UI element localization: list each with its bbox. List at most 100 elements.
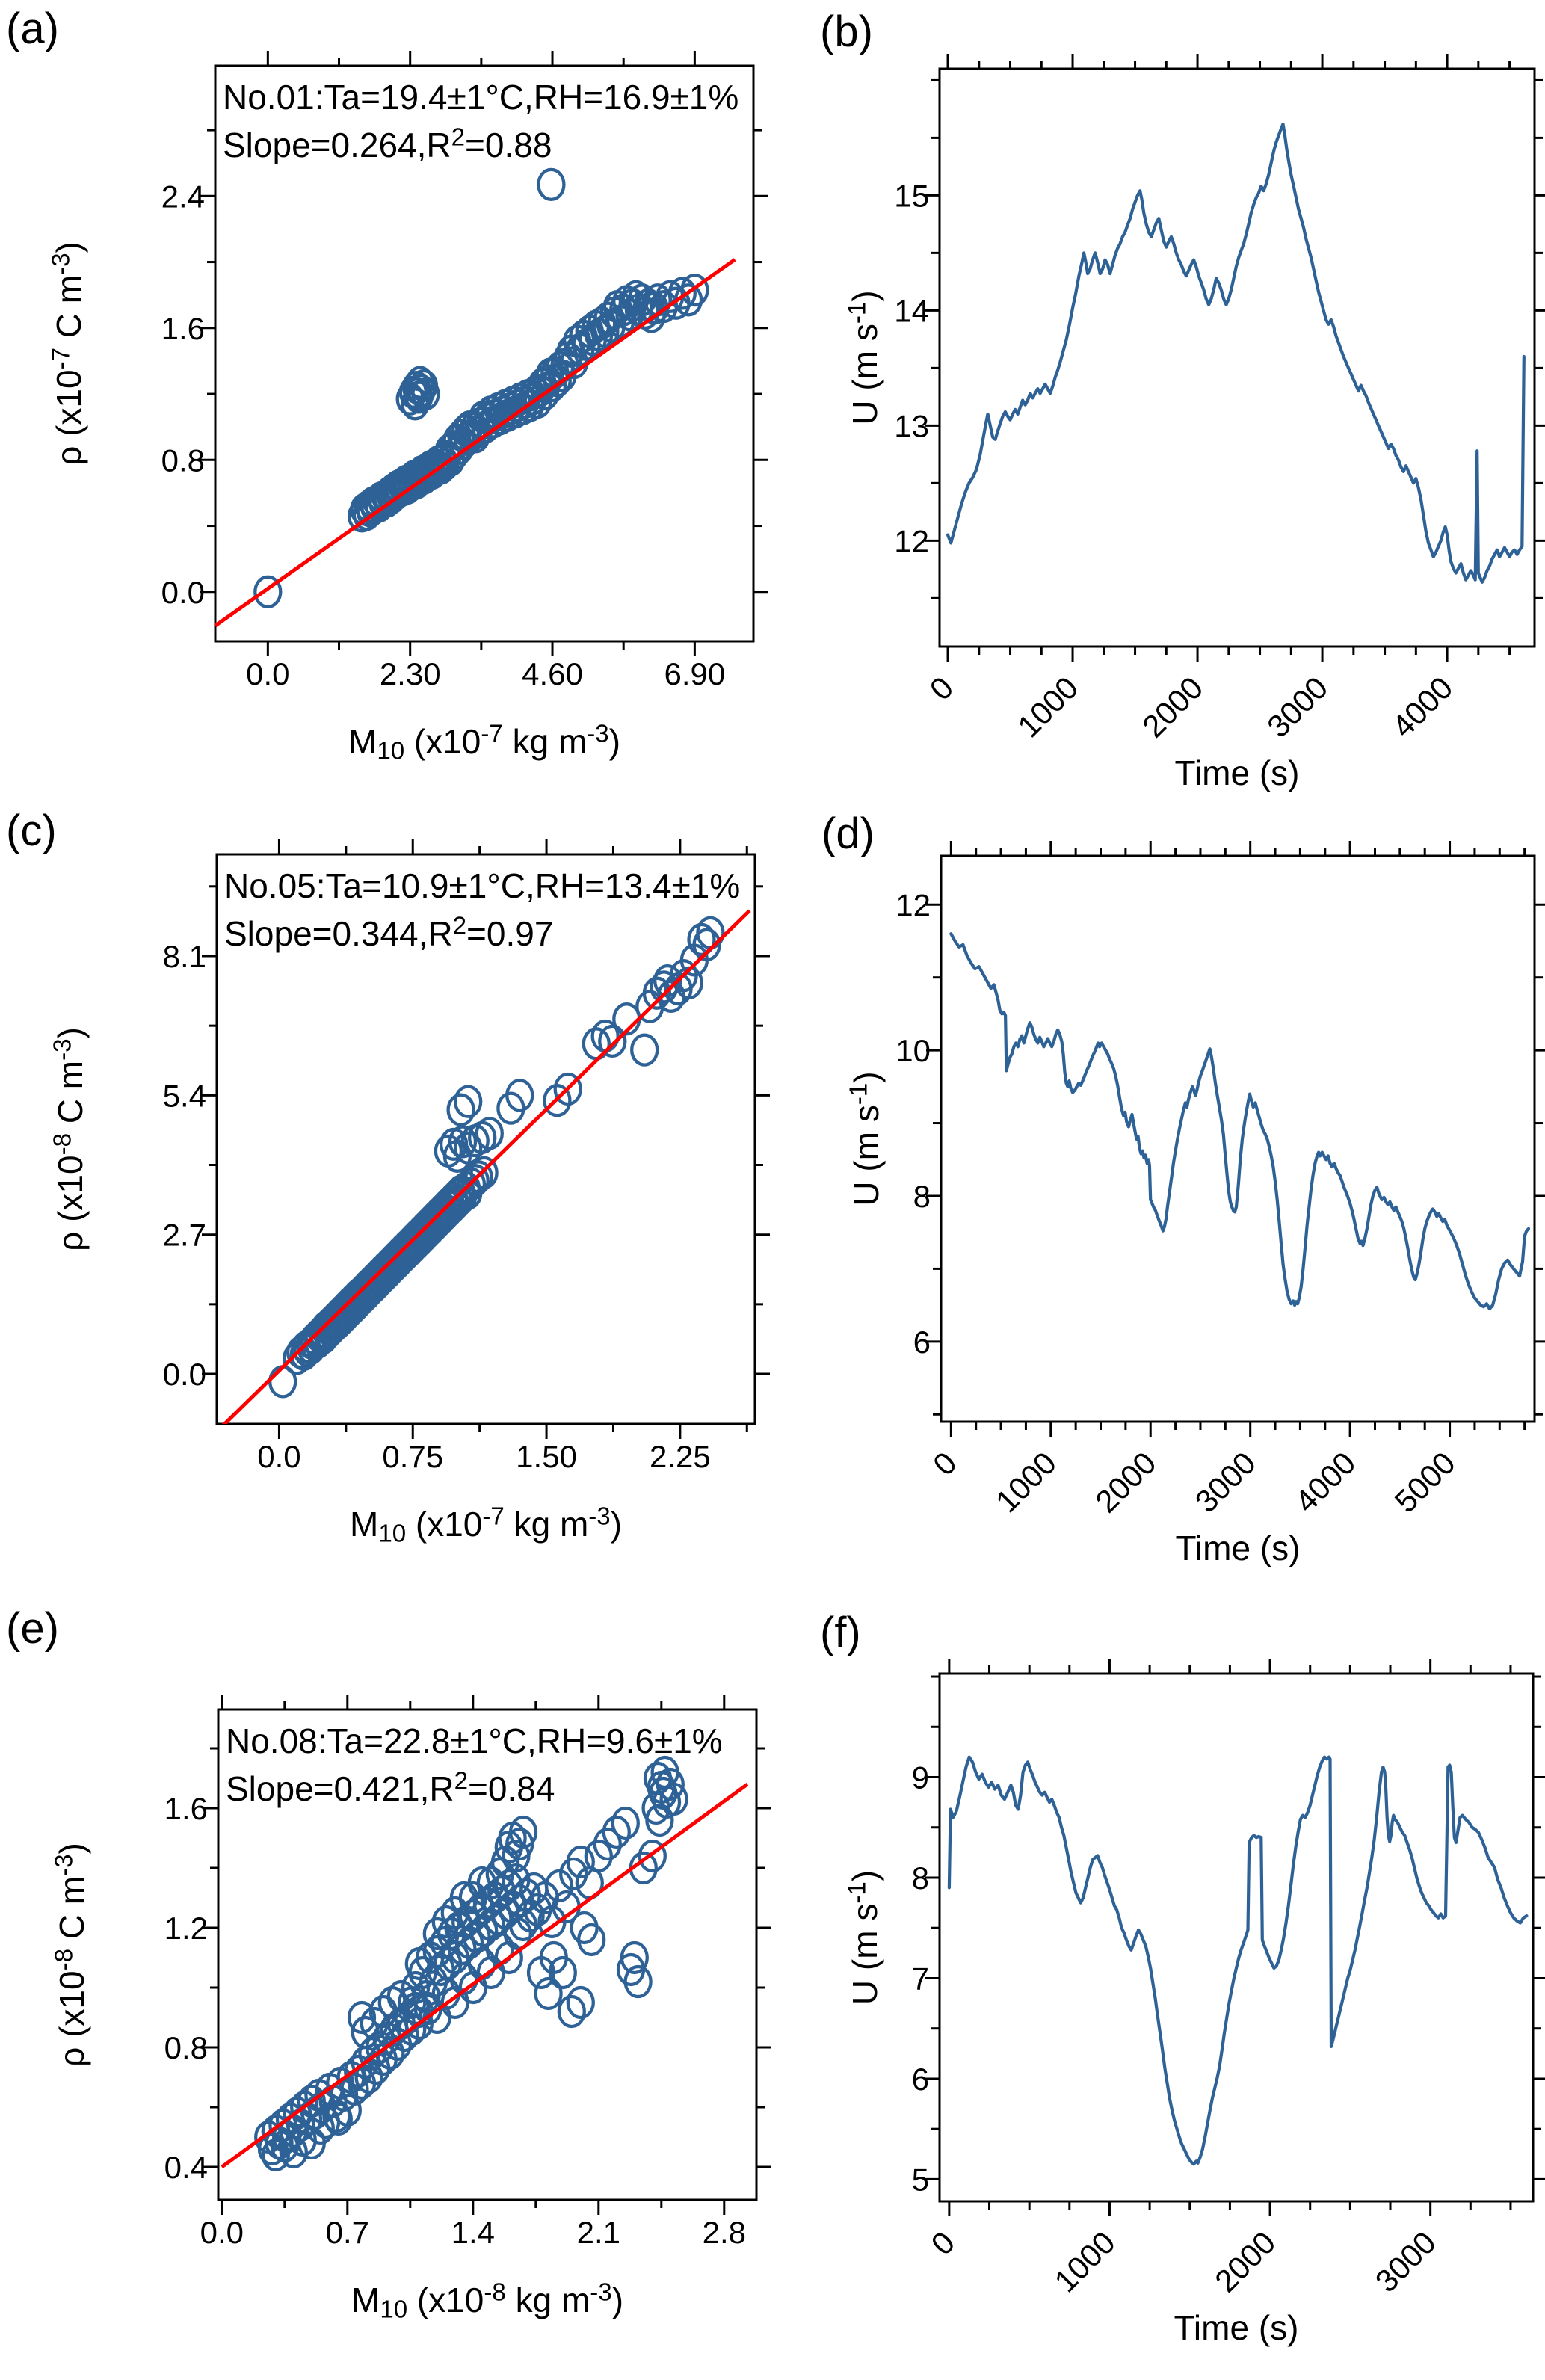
annotation-line2: Slope=0.264,R2=0.88 [223,123,552,164]
scatter-point [642,976,672,1010]
scatter-point [398,1985,427,2020]
scatter-point [630,1033,659,1067]
scatter-point [577,1923,606,1957]
scatter-point [584,1839,613,1873]
scatter-point [464,1160,493,1194]
y-tick-label: 0.0 [161,575,205,610]
y-tick-label: 13 [894,408,929,443]
x-tick-label: 0.0 [246,656,289,691]
scatter-point [411,377,440,411]
scatter-point [692,928,721,961]
x-tick-label: 5000 [1388,1445,1462,1519]
y-tick-label: 7 [912,1961,929,1996]
x-axis-title: Time (s) [1175,753,1300,792]
scatter-point [593,1827,622,1861]
scatter-point [324,2102,353,2136]
y-tick-label: 6 [912,2062,929,2097]
scatter-point [340,2072,369,2106]
x-tick-label: 0.0 [257,1439,300,1474]
scatter-point [297,2126,326,2160]
y-tick-label: 0.0 [163,1357,206,1392]
scatter-point [333,2093,362,2127]
scatter-point [548,1955,577,1990]
panel-b-plot: (b) 0 1000 2000 3000 4000 12 13 14 15 Time (s) U (… [820,7,1545,792]
x-tick-label: 2.8 [703,2215,746,2250]
annotation-line1: No.01:Ta=19.4±1°C,RH=16.9±1% [223,78,738,117]
y-tick-label: 14 [894,293,929,328]
scatter-point [543,1084,572,1117]
scatter-point [404,1946,434,1981]
x-tick-label: 0.7 [326,2215,369,2250]
fit-line [221,909,751,1424]
scatter-point [645,1803,674,1837]
x-tick-label: 1000 [1048,2225,1122,2299]
fit-line [215,258,736,628]
wind-speed-series [947,1755,1529,2166]
y-tick-label: 10 [895,1033,931,1068]
annotation-line2: Slope=0.421,R2=0.84 [226,1767,555,1808]
scatter-point [623,1964,653,1999]
y-axis-title: ρ (x10-7 C m-3) [47,241,88,466]
x-tick-label: 3000 [1260,670,1334,744]
panel-letter: (e) [6,1604,59,1653]
wind-speed-series [946,122,1526,584]
y-tick-label: 15 [894,178,929,213]
y-axis-title: ρ (x10-8 C m-3) [50,1843,91,2067]
x-tick-label: 4.60 [522,656,583,691]
y-tick-label: 2.7 [163,1218,206,1253]
x-tick-label: 2000 [1208,2225,1282,2299]
x-tick-label: 2000 [1088,1445,1162,1519]
y-tick-label: 1.6 [164,1791,208,1826]
scatter-point [553,1072,582,1106]
x-tick-label: 1000 [1011,670,1085,744]
x-tick-label: 3000 [1188,1445,1262,1519]
x-axis-title: Time (s) [1174,2308,1299,2347]
y-tick-label: 2.4 [161,179,205,214]
y-tick-label: 0.4 [164,2150,208,2185]
x-axis-title: Time (s) [1176,1529,1301,1567]
scatter-point [544,1869,574,1903]
x-axis-title: M10 (x10-7 kg m-3) [348,720,620,765]
scatter-point [505,1079,534,1112]
x-tick-label: 2000 [1135,670,1209,744]
x-tick-label: 1000 [989,1445,1063,1519]
wind-speed-series [949,932,1531,1311]
panel-d: (d) 0 1000 2000 3000 4000 5000 6 8 10 12 Time (s) U… [772,793,1545,1586]
annotation-line1: No.08:Ta=22.8±1°C,RH=9.6±1% [226,1721,723,1760]
axes-box [215,853,756,1425]
scatter-point [638,1839,667,1873]
annotation-line1: No.05:Ta=10.9±1°C,RH=13.4±1% [224,866,740,905]
panel-letter: (c) [6,807,57,855]
panel-c-plot: (c) 0.0 0.75 1.50 2.25 0.0 2.7 5.4 8.1 M10 (x10-… [6,807,770,1547]
x-tick-label: 4000 [1385,670,1459,744]
scatter-point [422,1917,451,1951]
scatter-point [650,1755,679,1789]
y-tick-label: 0.8 [164,2030,208,2065]
scatter-point [557,1994,586,2029]
panel-f: (f) 0 1000 2000 3000 5 6 7 8 9 Time (s) U (m s-1) [772,1586,1545,2380]
x-axis-title: M10 (x10-7 kg m-3) [350,1502,622,1547]
x-tick-label: 2.1 [577,2215,620,2250]
panel-letter: (d) [821,810,875,858]
scatter-point [566,1845,595,1879]
y-tick-label: 8.1 [163,939,206,974]
data-layer [215,167,736,628]
scatter-point [279,2135,308,2169]
scatter-point [534,1976,563,2011]
scatter-point [390,2018,419,2053]
panel-f-plot: (f) 0 1000 2000 3000 5 6 7 8 9 Time (s) U (m s-1) [820,1609,1545,2347]
axes-box [938,67,1536,648]
scatter-point [469,1914,499,1948]
y-tick-label: 5 [912,2162,929,2197]
scatter-point [469,1156,499,1190]
scatter-point [454,1085,483,1118]
panel-a: (a) 0.0 2.30 4.60 6.90 0.0 0.8 1.6 2.4 M10 (x10-… [0,0,772,793]
scatter-point [494,1940,523,1975]
panel-letter: (a) [6,4,59,53]
y-tick-label: 8 [913,1179,931,1214]
x-tick-label: 0 [924,2225,961,2262]
scatter-point [620,1940,649,1975]
x-tick-label: 2.25 [650,1439,711,1474]
panel-c: (c) 0.0 0.75 1.50 2.25 0.0 2.7 5.4 8.1 M10 (x10-… [0,793,772,1586]
x-tick-label: 0.75 [382,1439,443,1474]
